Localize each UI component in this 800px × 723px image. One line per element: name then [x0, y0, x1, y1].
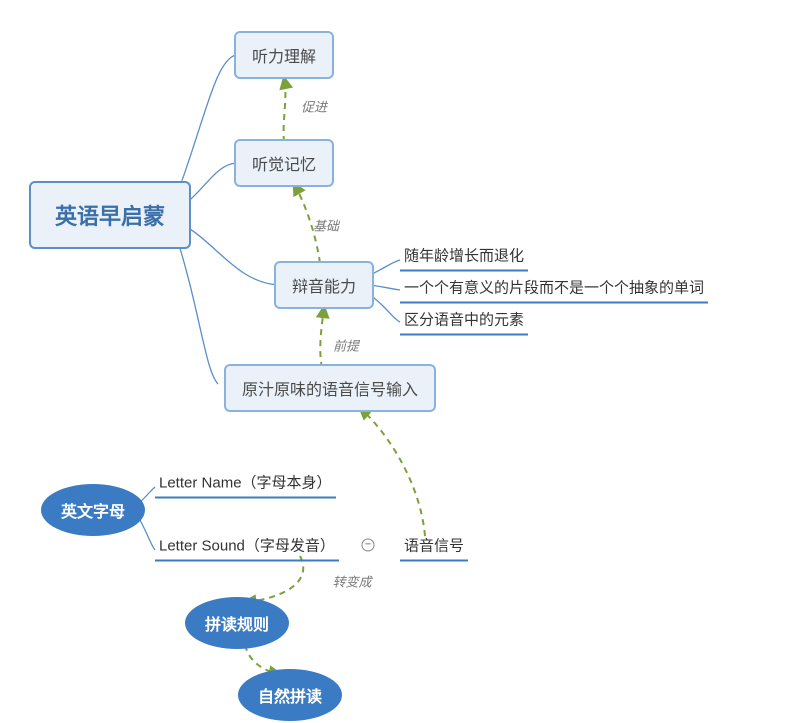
- edge-label: 前提: [333, 336, 359, 355]
- relation-arrow: [360, 408, 425, 536]
- collapse-toggle[interactable]: −: [362, 539, 375, 552]
- node-d1[interactable]: 随年龄增长而退化: [400, 239, 528, 272]
- branch-curve: [175, 55, 236, 200]
- branch-curve: [140, 520, 155, 550]
- node-rules[interactable]: 拼读规则: [185, 597, 289, 649]
- node-lname[interactable]: Letter Name（字母本身）: [155, 466, 336, 499]
- branch-curve: [178, 222, 278, 285]
- branch-curve: [370, 285, 400, 290]
- connector-layer: [0, 0, 800, 723]
- node-root[interactable]: 英语早启蒙: [29, 181, 191, 249]
- node-d3[interactable]: 区分语音中的元素: [400, 303, 528, 336]
- node-lsound[interactable]: Letter Sound（字母发音）: [155, 529, 339, 562]
- relation-arrow: [245, 556, 303, 602]
- branch-curve: [175, 232, 218, 384]
- relation-arrow: [284, 78, 286, 142]
- node-letters[interactable]: 英文字母: [41, 484, 145, 536]
- node-listen[interactable]: 听力理解: [234, 31, 334, 79]
- node-memory[interactable]: 听觉记忆: [234, 139, 334, 187]
- edge-label: 促进: [301, 97, 327, 116]
- branch-curve: [370, 260, 400, 275]
- branch-curve: [140, 487, 155, 502]
- node-d2[interactable]: 一个个有意义的片段而不是一个个抽象的单词: [400, 271, 708, 304]
- node-natural[interactable]: 自然拼读: [238, 669, 342, 721]
- node-signal[interactable]: 语音信号: [400, 529, 468, 562]
- branch-curve: [370, 295, 400, 322]
- node-discr[interactable]: 辩音能力: [274, 261, 374, 309]
- edge-label: 基础: [313, 216, 339, 235]
- relation-arrow: [320, 307, 324, 368]
- edge-label: 转变成: [332, 572, 371, 591]
- node-input[interactable]: 原汁原味的语音信号输入: [224, 364, 436, 412]
